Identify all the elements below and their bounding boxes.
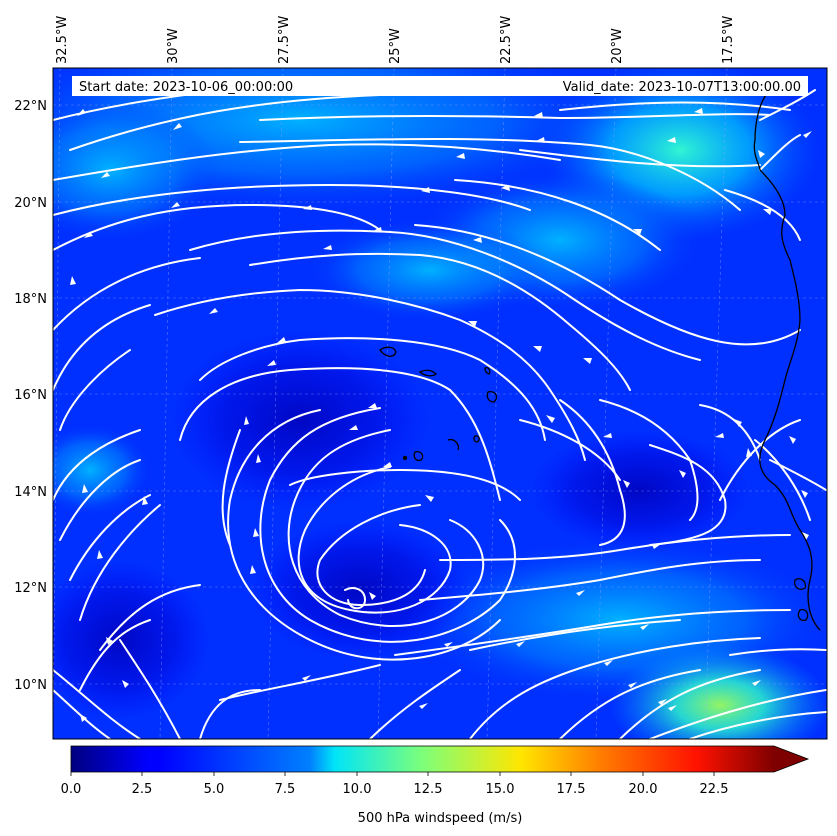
lat-label: 20°N [14, 196, 47, 211]
valid-date-label: Valid_date: 2023-10-07T13:00:00.00 [563, 80, 801, 95]
start-date-label: Start date: 2023-10-06_00:00:00 [79, 80, 293, 95]
windspeed-field [53, 68, 827, 739]
colorbar-tick: 22.5 [700, 782, 729, 797]
lat-label: 10°N [14, 678, 47, 693]
lon-label: 25°W [388, 28, 403, 64]
colorbar: 0.0 2.5 5.0 7.5 10.0 12.5 15.0 17.5 20.0… [61, 745, 810, 826]
lon-label: 32.5°W [55, 16, 70, 64]
colorbar-tick: 7.5 [275, 782, 296, 797]
colorbar-tick: 17.5 [557, 782, 586, 797]
lon-label: 17.5°W [721, 16, 736, 64]
coastlines [379, 89, 821, 631]
lat-label: 16°N [14, 388, 47, 403]
colorbar-label: 500 hPa windspeed (m/s) [358, 811, 523, 826]
map-panel [52, 67, 828, 740]
colorbar-tick: 10.0 [343, 782, 372, 797]
lon-label: 22.5°W [499, 16, 514, 64]
latitude-labels: 22°N 20°N 18°N 16°N 14°N 12°N 10°N [14, 99, 47, 693]
lat-label: 14°N [14, 485, 47, 500]
info-boxes: Start date: 2023-10-06_00:00:00 Valid_da… [72, 76, 808, 96]
lon-label: 27.5°W [277, 16, 292, 64]
lon-label: 20°W [610, 28, 625, 64]
streamlines [53, 79, 827, 739]
colorbar-tick: 12.5 [414, 782, 443, 797]
colorbar-tick: 5.0 [204, 782, 225, 797]
colorbar-tick: 20.0 [629, 782, 658, 797]
lat-label: 22°N [14, 99, 47, 114]
lon-label: 30°W [166, 28, 181, 64]
lat-label: 12°N [14, 581, 47, 596]
lat-label: 18°N [14, 292, 47, 307]
streamline-arrows [70, 108, 812, 722]
colorbar-tick: 0.0 [61, 782, 82, 797]
colorbar-tick: 2.5 [132, 782, 153, 797]
longitude-labels: 32.5°W 30°W 27.5°W 25°W 22.5°W 20°W 17.5… [55, 16, 736, 64]
colorbar-tick: 15.0 [486, 782, 515, 797]
colorbar-extend-arrow [774, 746, 808, 772]
colorbar-gradient [71, 746, 774, 772]
